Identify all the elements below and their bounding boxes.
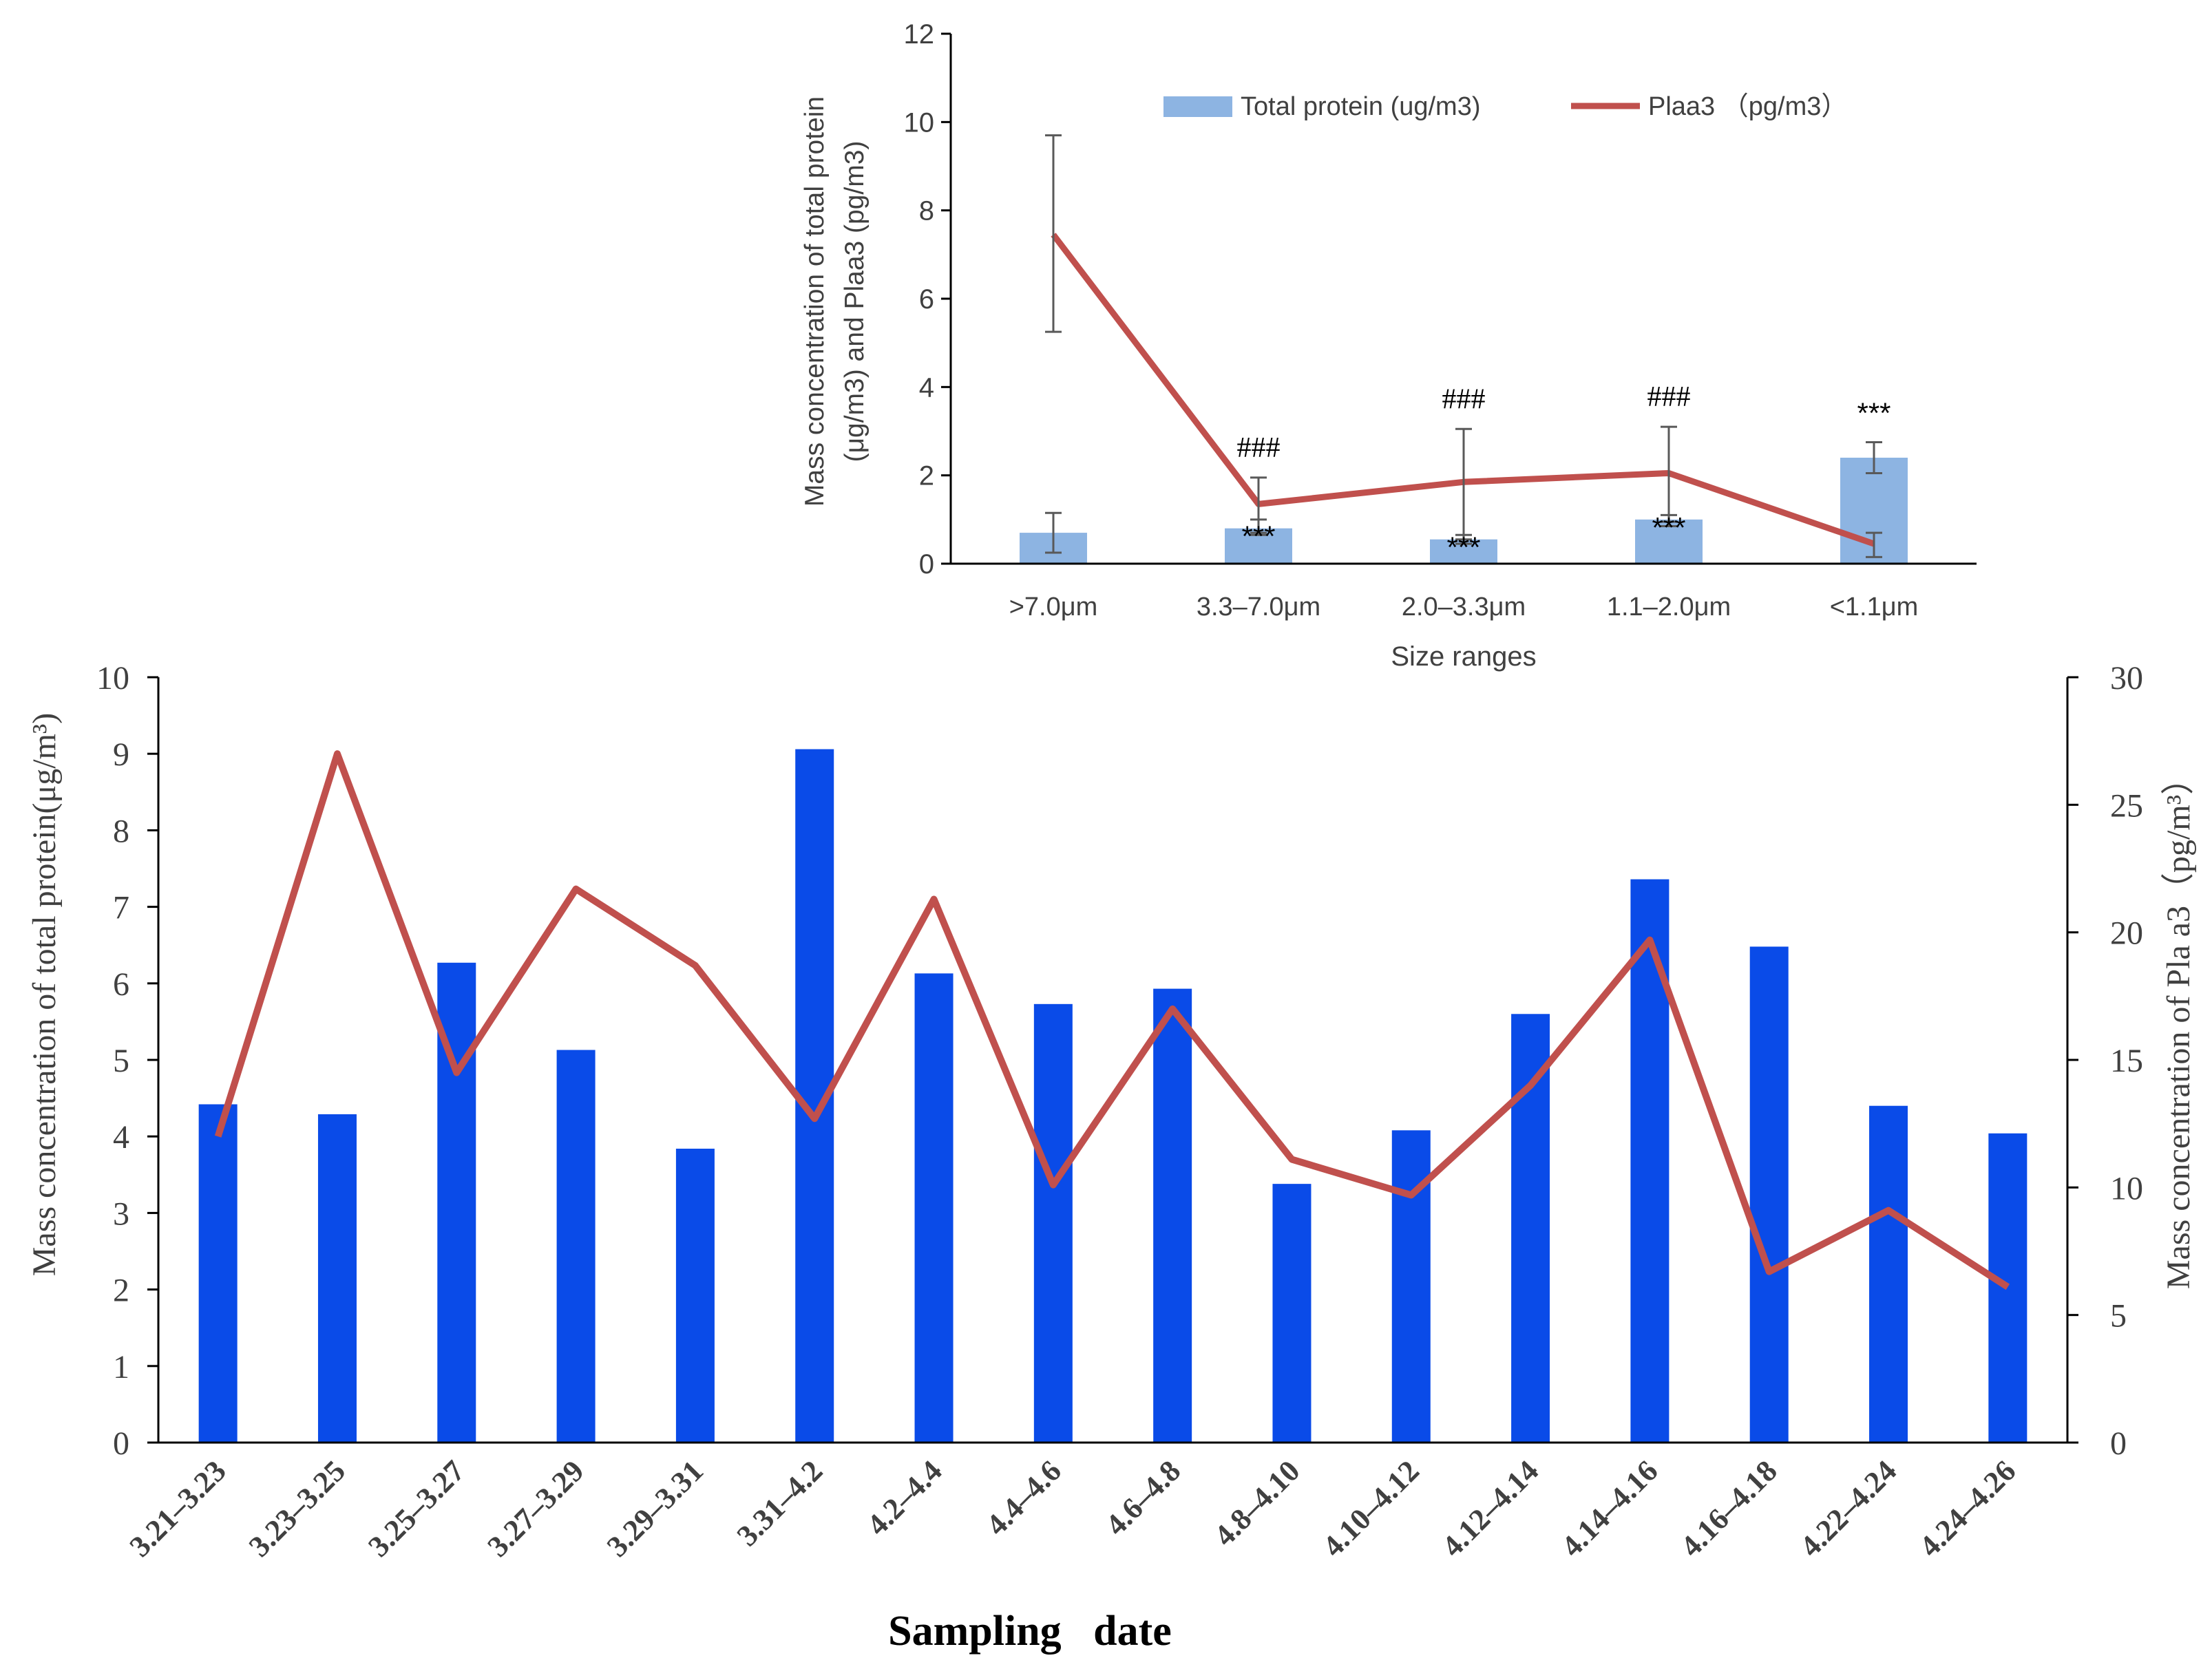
legend-label-plaa3: Plaa3 （pg/m3） <box>1648 92 1847 121</box>
top-bar-annotation: *** <box>1652 511 1685 544</box>
top-y-tick-label: 0 <box>919 549 934 580</box>
bottom-bar <box>1153 988 1192 1443</box>
bottom-left-y-tick-label: 5 <box>113 1043 129 1079</box>
bottom-right-y-axis-ticks: 0 5 10 15 20 25 30 <box>2067 660 2143 1462</box>
top-significance-annotations: *** *** *** *** ### ### ### <box>1237 381 1891 564</box>
bottom-bar <box>1511 1014 1550 1443</box>
top-y-tick-label: 2 <box>919 461 934 491</box>
top-x-tick-labels: >7.0μm 3.3–7.0μm 2.0–3.3μm 1.1–2.0μm <1.1μm <box>1009 593 1919 621</box>
bottom-bar <box>675 1148 715 1443</box>
top-y-axis-ticks: 0 2 4 6 8 10 12 <box>904 19 951 580</box>
bottom-left-y-tick-label: 8 <box>113 813 129 849</box>
top-y-axis-label-line2: (μg/m3) and Plaa3 (pg/m3) <box>840 141 870 463</box>
bottom-left-y-tick-label: 4 <box>113 1119 129 1156</box>
bottom-right-y-tick-label: 15 <box>2110 1043 2143 1079</box>
top-x-axis-title: Size ranges <box>1391 641 1536 672</box>
top-y-tick-label: 10 <box>904 107 935 138</box>
top-line-annotation: ### <box>1237 432 1281 464</box>
bottom-right-y-tick-label: 20 <box>2110 915 2143 952</box>
bottom-left-y-tick-label: 3 <box>113 1195 129 1232</box>
top-legend: Total protein (ug/m3) Plaa3 （pg/m3） <box>1163 92 1847 121</box>
bottom-bar <box>1630 879 1669 1443</box>
bottom-left-y-axis-title: Mass concentration of total protein(μg/m… <box>26 713 63 1277</box>
bottom-right-y-tick-label: 0 <box>2110 1425 2127 1462</box>
top-line-annotation: ### <box>1442 383 1486 415</box>
bottom-left-y-tick-label: 7 <box>113 890 129 926</box>
bottom-left-y-tick-label: 6 <box>113 966 129 1003</box>
top-bar-annotation: *** <box>1241 520 1275 553</box>
bottom-bar <box>556 1050 596 1443</box>
size-range-chart: 0 2 4 6 8 10 12 *** *** *** *** ### ### ### >7.0μm 3.… <box>800 19 1977 672</box>
bottom-right-y-axis-title: Mass concentration of Pla a3（pg/m³） <box>2160 762 2197 1289</box>
bottom-bar <box>1391 1130 1431 1443</box>
top-y-tick-label: 12 <box>904 19 935 50</box>
top-x-tick-label: >7.0μm <box>1009 593 1098 621</box>
top-x-tick-label: <1.1μm <box>1830 593 1919 621</box>
bottom-line-series <box>214 750 2010 1290</box>
top-y-tick-label: 8 <box>919 196 934 226</box>
bottom-x-axis-title: Sampling date <box>888 1608 1172 1655</box>
top-x-tick-label: 1.1–2.0μm <box>1607 593 1731 621</box>
bottom-right-y-tick-label: 30 <box>2110 660 2143 697</box>
top-x-tick-label: 3.3–7.0μm <box>1197 593 1320 621</box>
legend-label-total-protein: Total protein (ug/m3) <box>1241 92 1481 121</box>
bottom-left-y-axis-ticks: 0 1 2 3 4 5 6 7 8 9 10 <box>96 660 158 1462</box>
top-x-tick-label: 2.0–3.3μm <box>1402 593 1526 621</box>
bottom-bar <box>1988 1133 2027 1443</box>
top-y-axis-label-line1: Mass concentration of total protein <box>800 96 830 507</box>
bottom-left-y-tick-label: 10 <box>96 660 129 697</box>
top-y-tick-label: 6 <box>919 284 934 315</box>
bottom-bar <box>1869 1105 1908 1443</box>
bottom-bar <box>1272 1184 1312 1443</box>
top-bar-series <box>1020 458 1908 564</box>
bottom-bar <box>914 973 954 1443</box>
top-bar-annotation: *** <box>1446 531 1480 564</box>
bottom-right-y-tick-label: 25 <box>2110 787 2143 824</box>
bottom-bar <box>1033 1003 1073 1443</box>
top-line-error-bars <box>1045 134 1882 558</box>
legend-swatch-total-protein <box>1163 96 1232 117</box>
bottom-bar <box>317 1114 357 1443</box>
bottom-right-y-tick-label: 5 <box>2110 1298 2127 1335</box>
bottom-bar <box>1749 946 1789 1443</box>
top-line-annotation: ### <box>1647 381 1691 413</box>
top-bar-annotation: *** <box>1857 397 1890 429</box>
bottom-left-y-tick-label: 2 <box>113 1273 129 1309</box>
bottom-left-y-tick-label: 0 <box>113 1425 129 1462</box>
bottom-left-y-tick-label: 9 <box>113 736 129 773</box>
bottom-left-y-tick-label: 1 <box>113 1349 129 1385</box>
bottom-bar <box>198 1104 238 1443</box>
bottom-pla-a3-line <box>214 750 2010 1290</box>
top-y-tick-label: 4 <box>919 372 934 403</box>
bottom-right-y-tick-label: 10 <box>2110 1170 2143 1206</box>
